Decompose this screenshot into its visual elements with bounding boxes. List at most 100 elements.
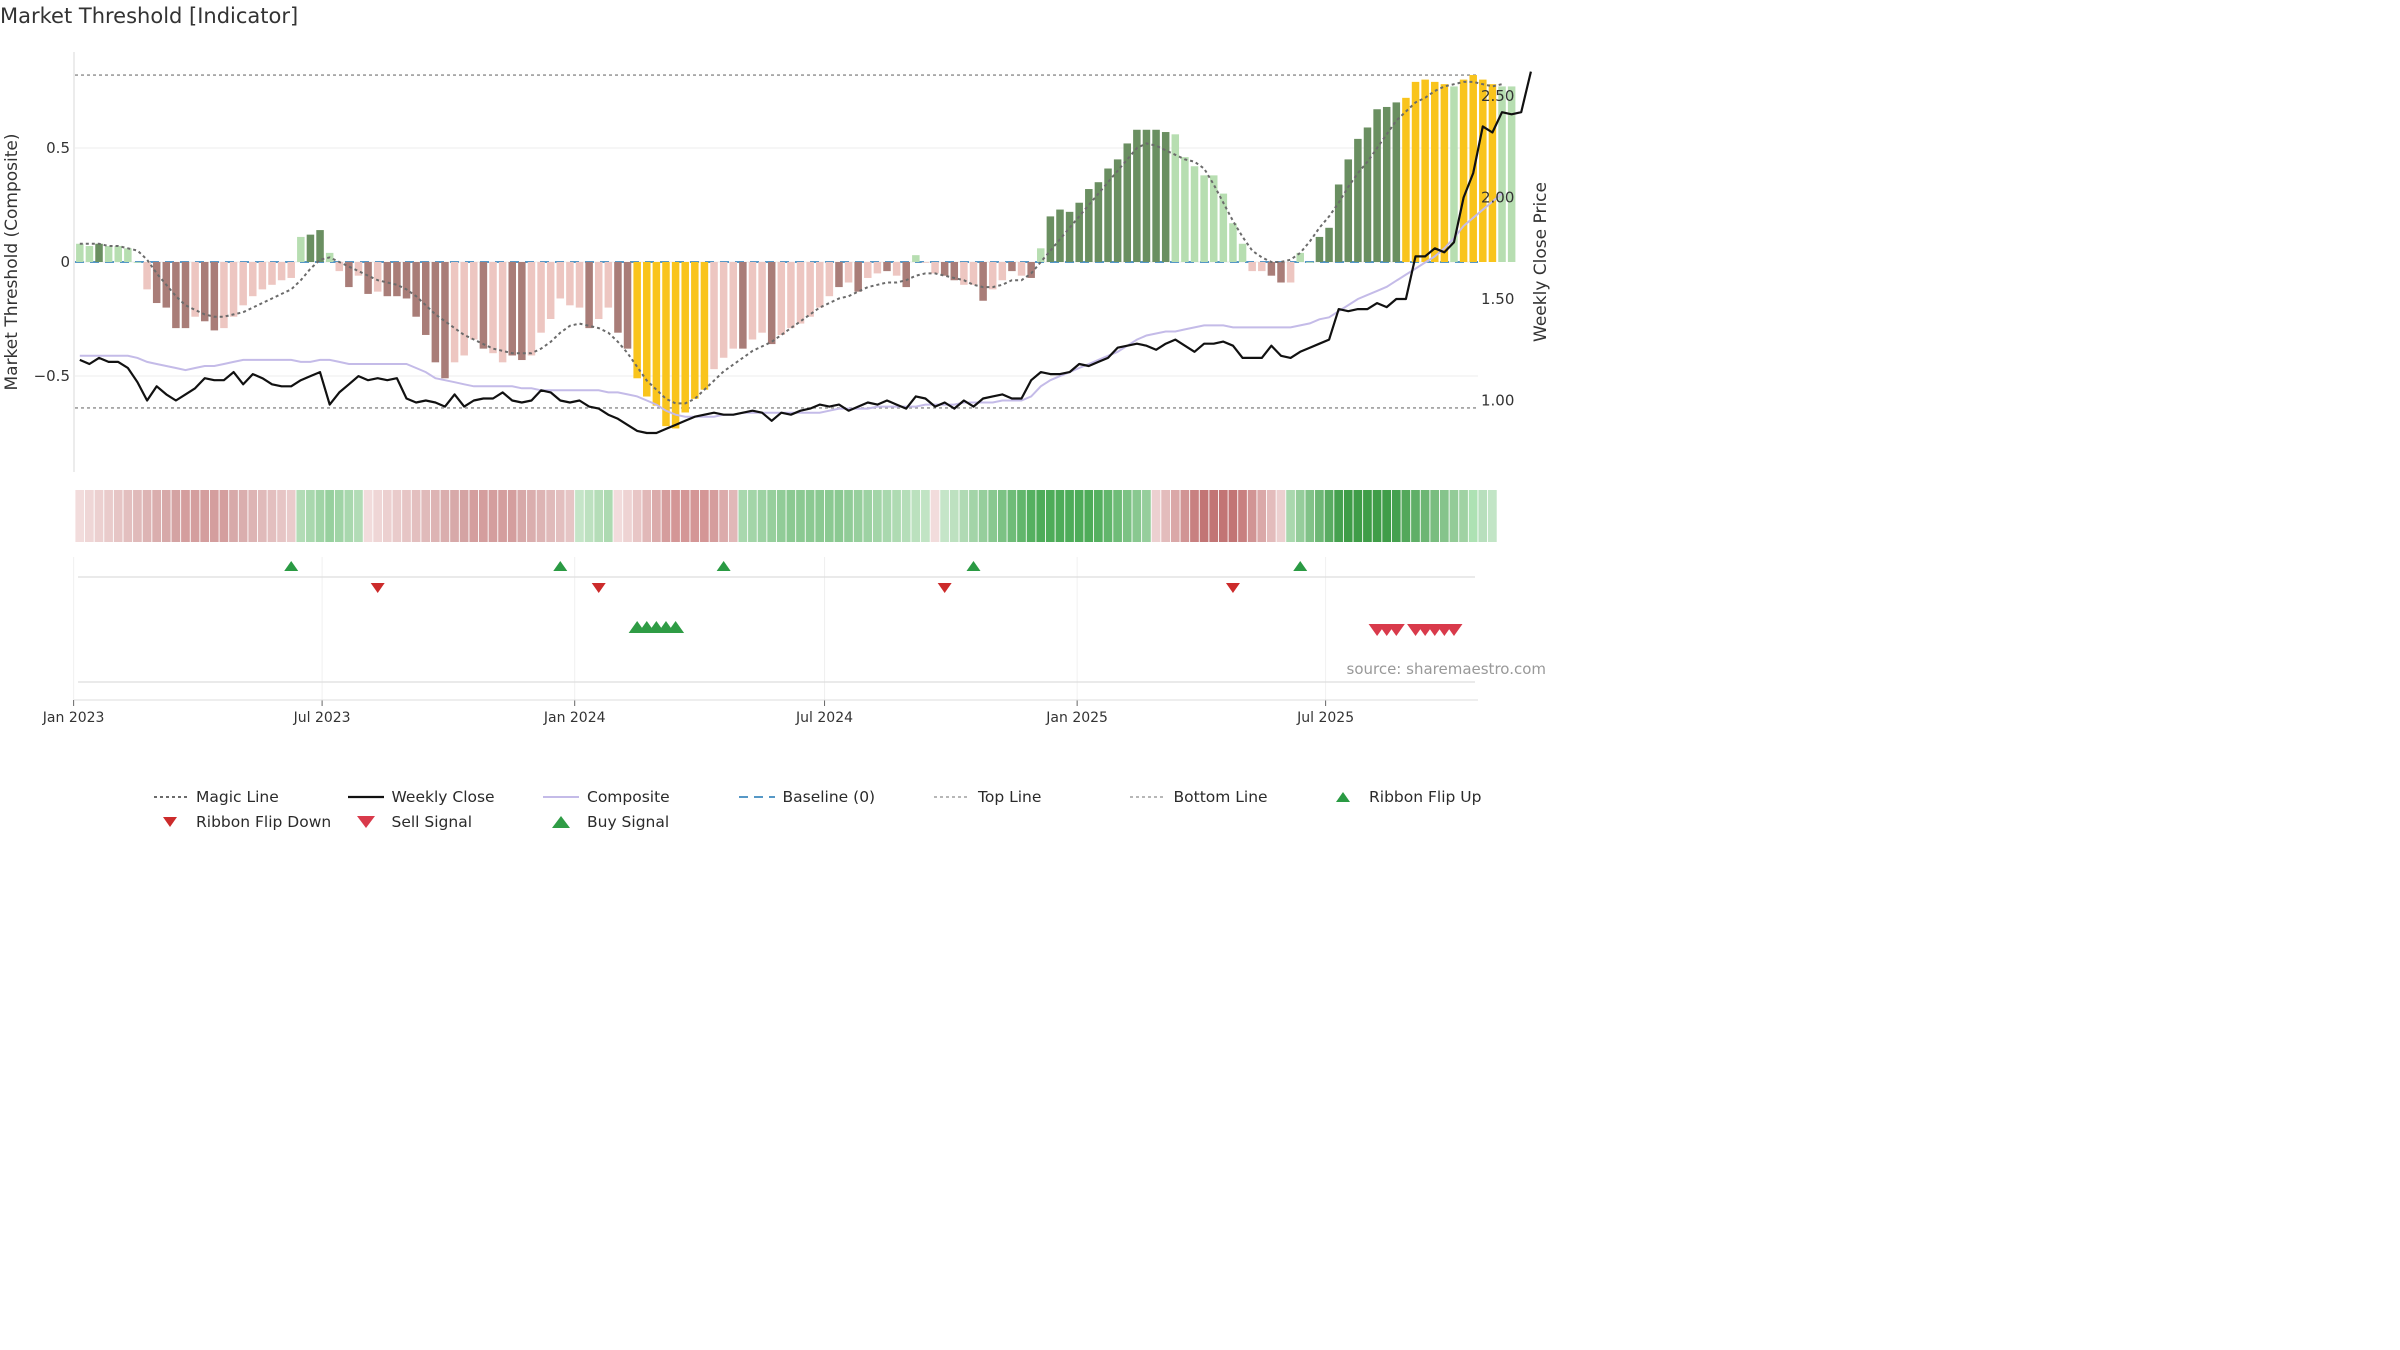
ribbon-segment xyxy=(161,490,171,542)
ribbon-segment xyxy=(882,490,892,542)
composite-bar xyxy=(277,262,286,281)
ribbon-segment xyxy=(402,490,411,542)
composite-bar xyxy=(1431,81,1439,262)
composite-bar xyxy=(1229,223,1237,262)
y2-tick-label: 2.50 xyxy=(1481,87,1514,105)
legend: Magic Line Weekly Close Composite Baseli… xyxy=(150,784,1545,834)
ribbon-segment xyxy=(844,490,853,542)
ribbon-segment xyxy=(1257,490,1267,542)
ribbon-segment xyxy=(1411,490,1420,542)
ribbon-segment xyxy=(700,490,709,542)
ribbon-segment xyxy=(1045,490,1055,542)
ribbon-segment xyxy=(748,490,757,542)
ribbon-segment xyxy=(546,490,555,542)
composite-bar xyxy=(258,262,267,290)
ribbon-segment xyxy=(786,490,796,542)
legend-item-top-line[interactable]: Top Line xyxy=(932,788,1128,806)
grid-layer xyxy=(73,147,1478,700)
composite-bar xyxy=(210,262,219,331)
ribbon-segment xyxy=(873,490,882,542)
legend-item-ribbon-flip-up[interactable]: Ribbon Flip Up xyxy=(1323,788,1519,806)
ribbon-segment xyxy=(1151,490,1161,542)
legend-label: Bottom Line xyxy=(1173,787,1268,806)
composite-bar xyxy=(681,262,689,413)
ribbon-segment xyxy=(1286,490,1295,542)
ribbon-segment xyxy=(930,490,940,542)
legend-label: Buy Signal xyxy=(587,812,670,831)
composite-line xyxy=(79,192,1503,418)
composite-bar xyxy=(1479,79,1487,262)
composite-bar xyxy=(719,262,728,358)
legend-item-magic-line[interactable]: Magic Line xyxy=(150,788,346,806)
legend-swatch-ribbon-flip-down xyxy=(163,816,177,827)
ribbon-segment xyxy=(306,490,315,542)
ribbon-segment xyxy=(1218,490,1228,542)
ribbon-segment xyxy=(1391,490,1401,542)
ribbon-segment xyxy=(1439,490,1449,542)
ribbon-segment xyxy=(373,490,383,542)
composite-bar xyxy=(700,262,709,390)
market-threshold-chart: 0.5 0 −0.5 2.50 2.00 1.50 1.00 Jan 2023 Jul 2023… xyxy=(2,52,1551,726)
composite-bar xyxy=(614,262,622,333)
composite-bar xyxy=(508,262,516,356)
legend-item-weekly-close[interactable]: Weekly Close xyxy=(346,788,542,806)
x-tick-label: Jan 2025 xyxy=(1045,710,1108,726)
legend-swatch-baseline xyxy=(738,795,775,798)
x-tick-label: Jul 2024 xyxy=(795,710,853,726)
ribbon-segment xyxy=(1295,490,1305,542)
ribbon-segment xyxy=(815,490,825,542)
composite-bar xyxy=(354,262,363,276)
ribbon-segment xyxy=(459,490,469,542)
ribbon-segment xyxy=(507,490,517,542)
legend-item-bottom-line[interactable]: Bottom Line xyxy=(1128,788,1324,806)
composite-bar xyxy=(402,262,411,299)
ribbon-segment xyxy=(1238,490,1247,542)
composite-bar xyxy=(1411,81,1420,262)
composite-bar xyxy=(1142,129,1151,262)
composite-bar xyxy=(748,262,757,340)
ribbon-segment xyxy=(949,490,959,542)
composite-bar xyxy=(1354,138,1362,262)
x-tick-label: Jan 2023 xyxy=(42,710,105,726)
buy-signal-marker xyxy=(667,621,685,633)
composite-bar xyxy=(1258,262,1266,272)
ribbon-segment xyxy=(1007,490,1017,542)
legend-marker xyxy=(356,815,375,828)
composite-bar xyxy=(297,236,305,262)
ribbon-segment xyxy=(113,490,123,542)
composite-bar xyxy=(1171,134,1180,262)
composite-bar xyxy=(1248,262,1256,272)
legend-item-baseline[interactable]: Baseline (0) xyxy=(737,788,933,806)
ribbon-segment xyxy=(1103,490,1113,542)
ribbon-segment xyxy=(940,490,949,542)
ribbon-segment xyxy=(834,490,844,542)
ribbon-segment xyxy=(632,490,642,542)
composite-bar xyxy=(1267,262,1276,276)
ribbon-segment xyxy=(1372,490,1382,542)
legend-item-composite[interactable]: Composite xyxy=(541,788,737,806)
legend-item-sell-signal[interactable]: Sell Signal xyxy=(346,813,542,831)
composite-bar xyxy=(1286,262,1295,283)
y2-tick-label: 2.00 xyxy=(1481,189,1514,207)
ribbon-segment xyxy=(1266,490,1276,542)
ribbon-segment xyxy=(738,490,748,542)
ribbon-segment xyxy=(671,490,680,542)
composite-bar xyxy=(854,262,862,292)
legend-label: Sell Signal xyxy=(391,812,473,831)
legend-label: Ribbon Flip Up xyxy=(1369,787,1482,806)
composite-bar xyxy=(373,262,382,292)
composite-bar xyxy=(489,262,497,354)
legend-label: Magic Line xyxy=(196,787,279,806)
ribbon-flip-down-marker xyxy=(370,583,385,593)
ribbon-segment xyxy=(411,490,421,542)
ribbon-segment xyxy=(1382,490,1392,542)
magic-line xyxy=(79,80,1503,405)
composite-bar xyxy=(1027,262,1035,278)
ribbon-segment xyxy=(921,490,930,542)
legend-item-buy-signal[interactable]: Buy Signal xyxy=(541,813,737,831)
ribbon-segment xyxy=(728,490,738,542)
ribbon-segment xyxy=(1036,490,1046,542)
ribbon-segment xyxy=(334,490,344,542)
ribbon-segment xyxy=(94,490,104,542)
legend-item-ribbon-flip-down[interactable]: Ribbon Flip Down xyxy=(150,813,346,831)
